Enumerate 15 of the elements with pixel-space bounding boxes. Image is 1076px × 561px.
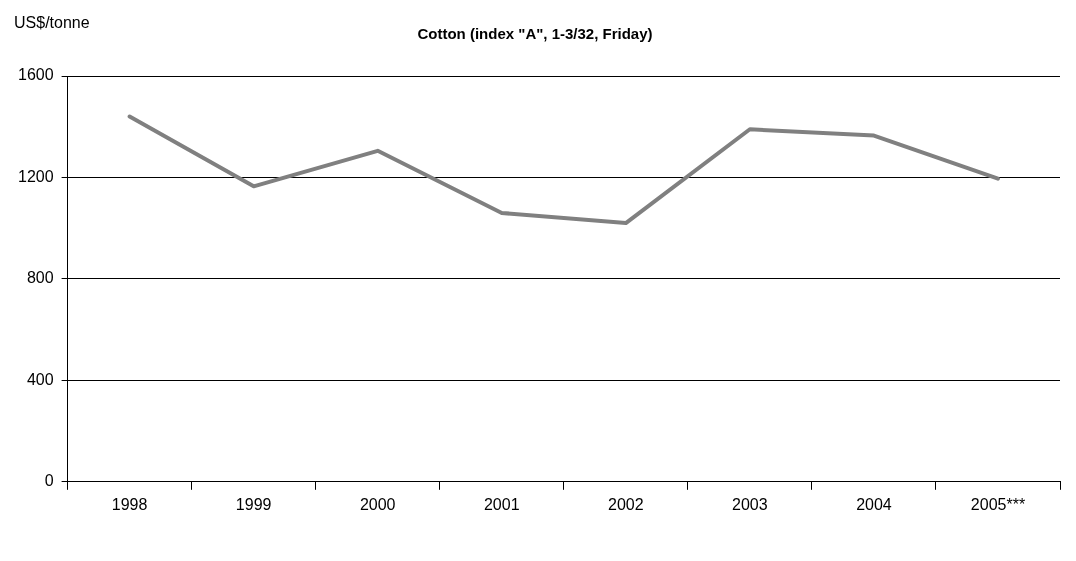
x-tick-label: 2004 [856, 495, 892, 513]
y-tick-label: 800 [26, 269, 54, 287]
y-axis-title: US$/tonne [14, 14, 90, 32]
x-tick-label: 1998 [111, 495, 148, 513]
x-tick-label: 2000 [359, 495, 396, 513]
x-tick-label: 2001 [483, 495, 520, 513]
x-tick-label: 1999 [235, 495, 272, 513]
x-tick-label: 2002 [608, 495, 644, 513]
y-tick-label: 400 [26, 370, 54, 388]
y-tick-label: 0 [44, 472, 54, 490]
y-tick-label: 1600 [18, 66, 54, 84]
x-tick-label: 2003 [732, 495, 768, 513]
x-tick-label: 2005*** [970, 495, 1026, 513]
chart-title: Cotton (index "A", 1-3/32, Friday) [417, 25, 653, 43]
y-tick-label: 1200 [18, 167, 54, 185]
